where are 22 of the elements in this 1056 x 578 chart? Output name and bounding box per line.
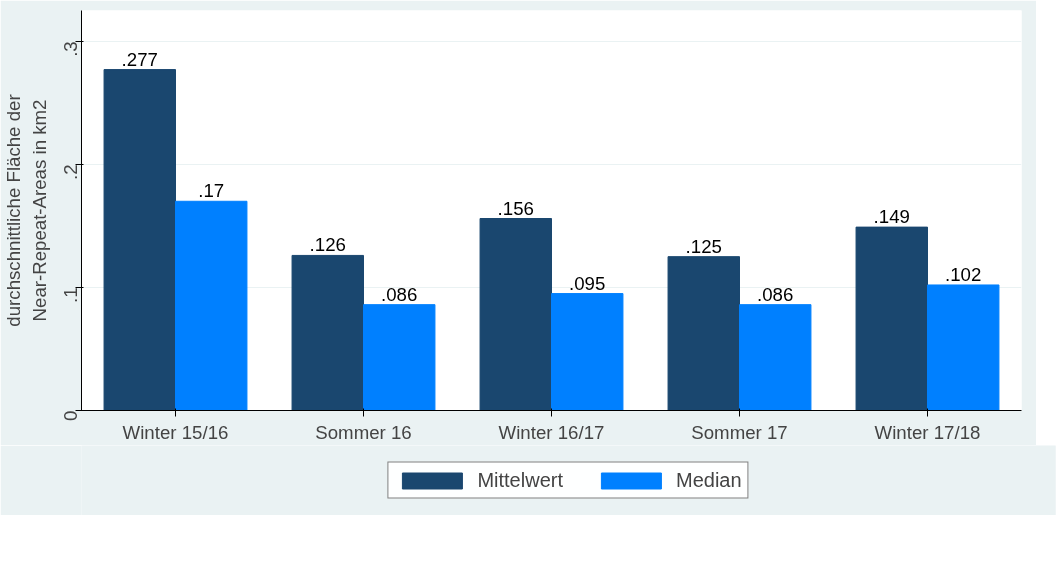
y-axis-title: durchschnittliche Fläche der Near-Repeat-Areas in km2 — [3, 94, 50, 327]
data-label: .086 — [381, 283, 418, 305]
x-tick-label: Winter 17/18 — [874, 421, 981, 443]
x-tick-label: Sommer 17 — [691, 421, 788, 443]
x-tick-label: Winter 16/17 — [498, 421, 605, 443]
data-label: .086 — [757, 283, 794, 305]
data-label: .126 — [309, 234, 346, 256]
data-label: .277 — [121, 48, 158, 70]
data-label: .149 — [873, 206, 910, 228]
data-label: .17 — [198, 180, 225, 202]
y-tick-label: .1 — [60, 287, 81, 303]
data-label: .156 — [497, 197, 534, 219]
y-tick-label: .3 — [60, 41, 81, 57]
y-tick-label: 0 — [60, 410, 81, 421]
legend-label: Median — [675, 468, 742, 492]
data-label: .125 — [685, 235, 722, 257]
x-tick-label: Sommer 16 — [315, 421, 412, 443]
x-tick-label: Winter 15/16 — [122, 421, 229, 443]
data-label: .102 — [945, 263, 982, 285]
legend-label: Mittelwert — [477, 468, 563, 492]
data-label: .095 — [569, 272, 606, 294]
y-tick-label: .2 — [60, 164, 81, 180]
